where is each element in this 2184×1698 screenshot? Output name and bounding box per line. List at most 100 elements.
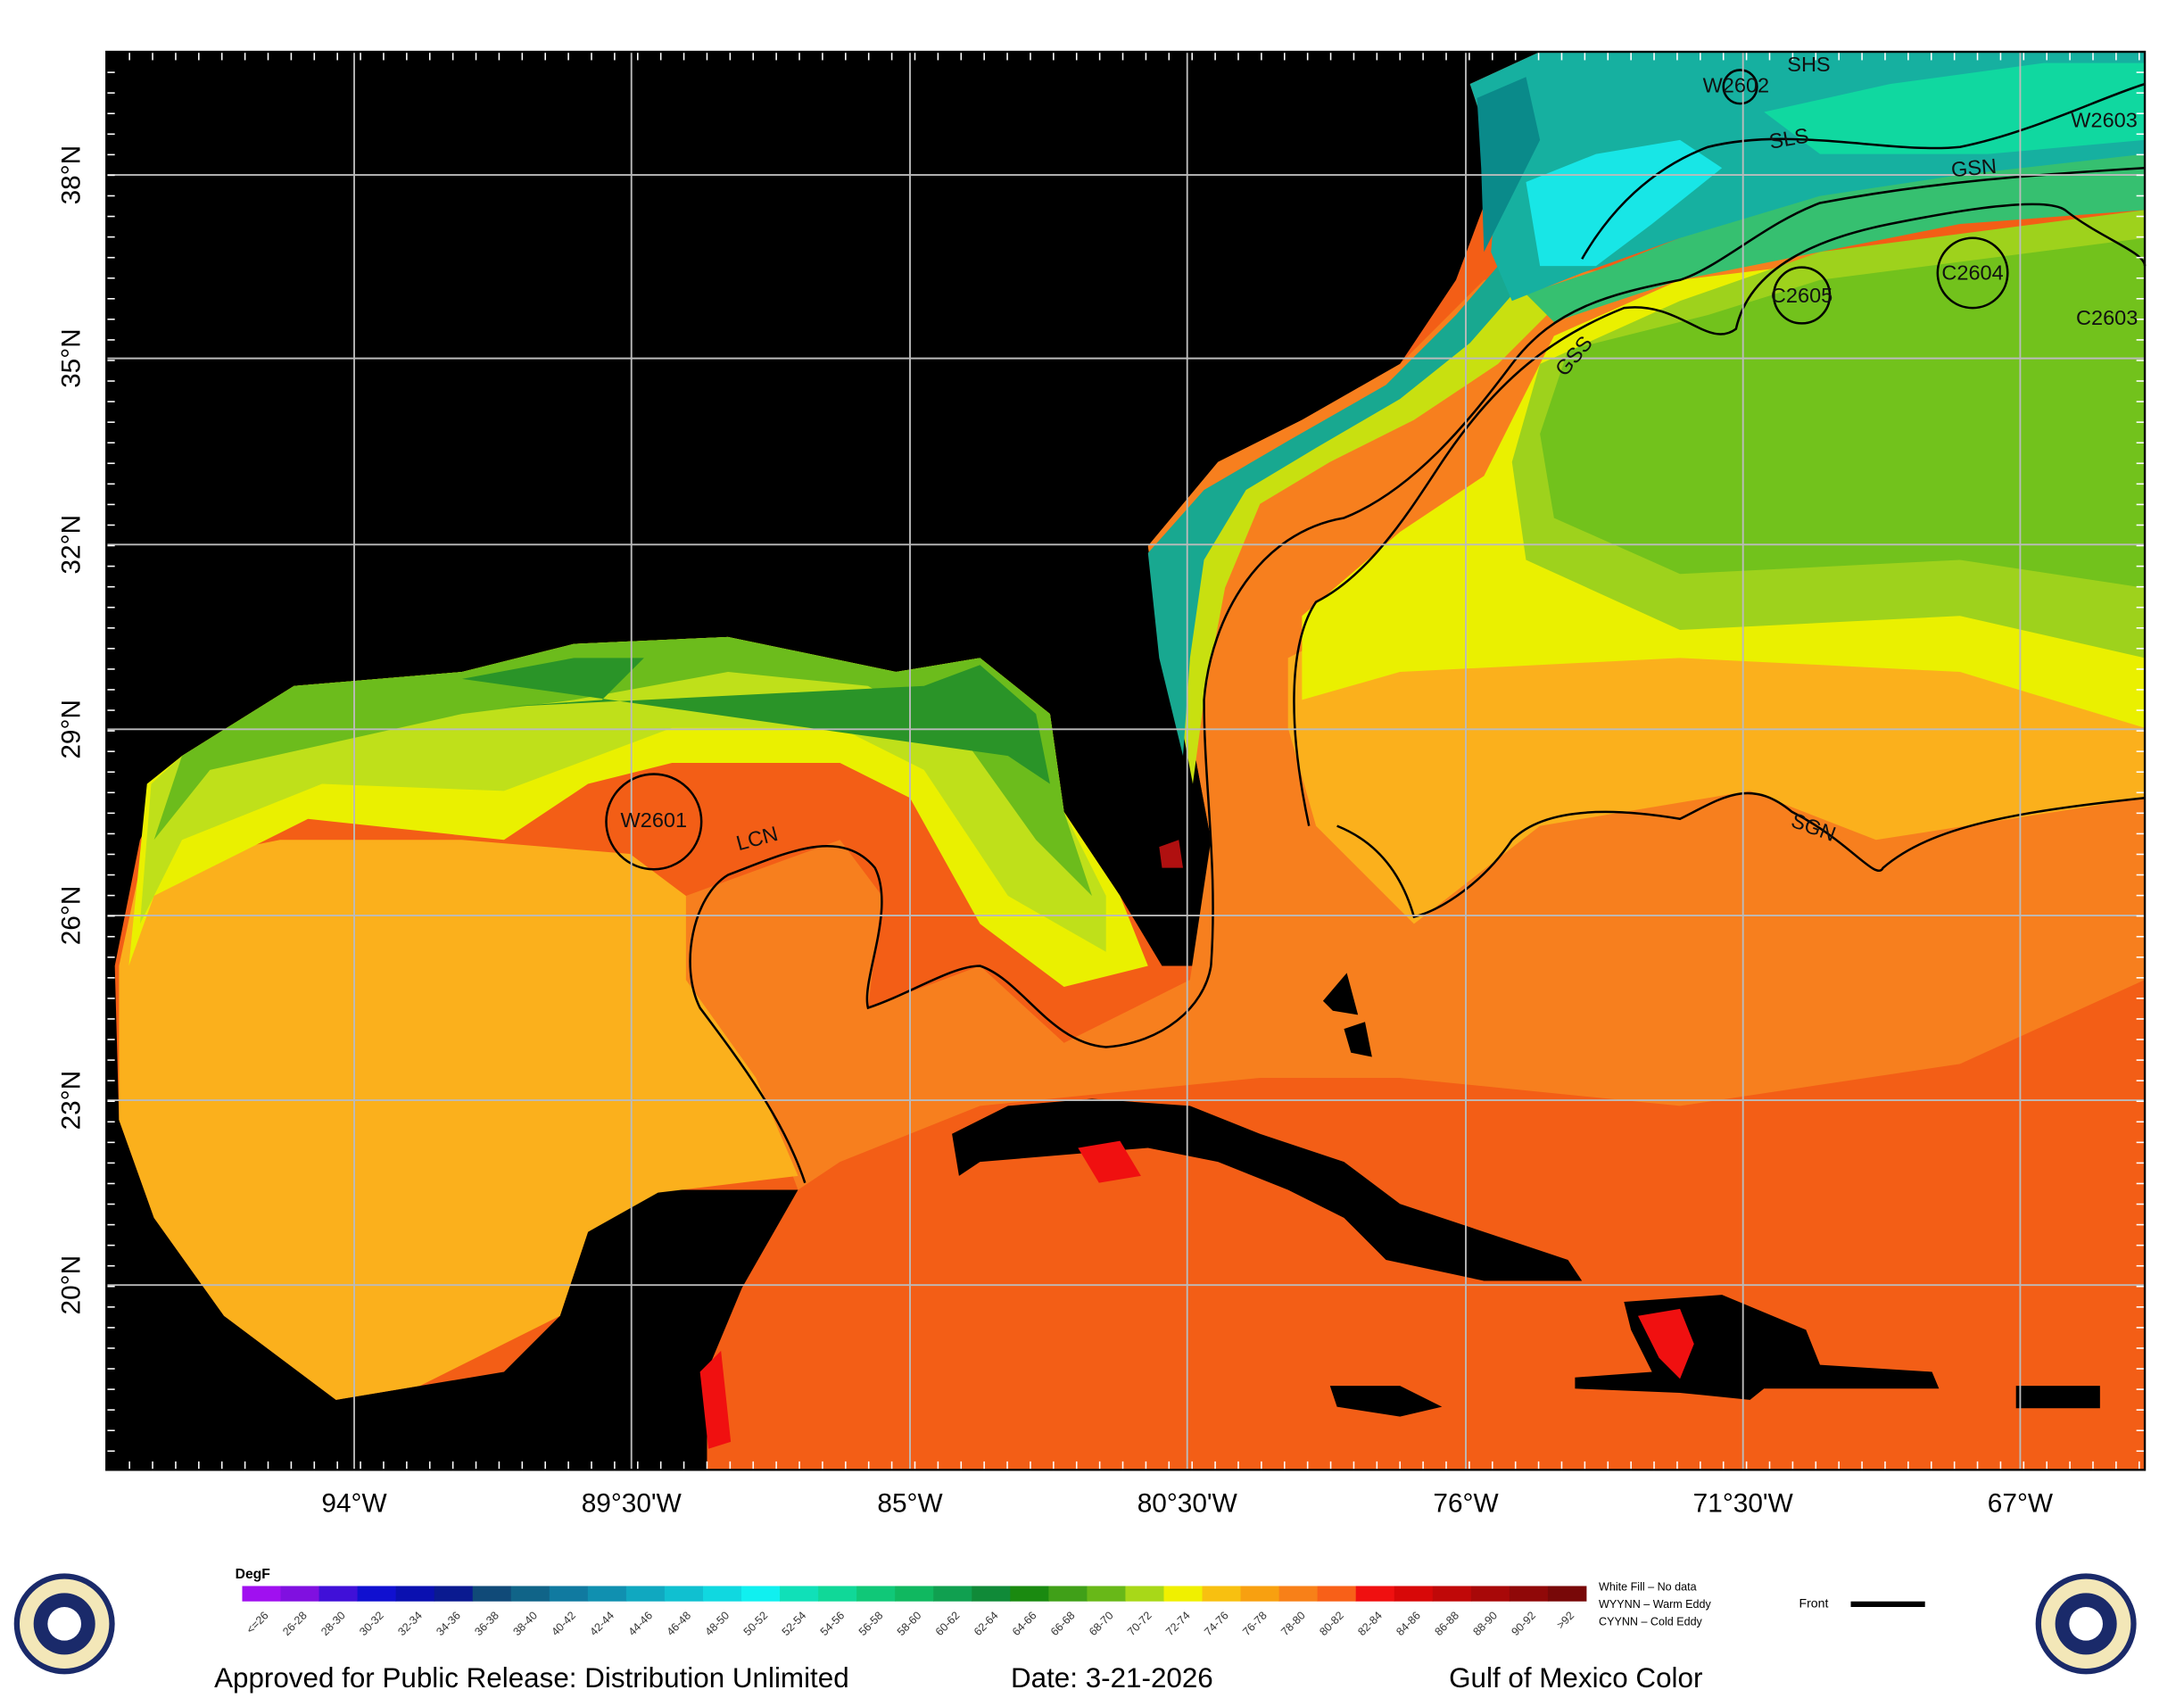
legend-label: 46-48: [665, 1609, 694, 1638]
logo-left: [13, 1573, 115, 1675]
lat-label: 29°N: [56, 700, 86, 759]
legend-label: 30-32: [357, 1609, 386, 1638]
legend-note: White Fill – No data: [1599, 1580, 1697, 1593]
legend-swatch: [1509, 1586, 1549, 1602]
legend-label: 56-58: [856, 1609, 886, 1638]
legend-label: 84-86: [1394, 1609, 1423, 1638]
ocean-north-green: [1526, 139, 2146, 322]
ocean-gulf-green: [153, 636, 1093, 897]
release-note: Approved for Public Release: Distributio…: [214, 1662, 849, 1694]
front-gulf-stream: [1203, 167, 2146, 966]
ocean-gulf-west: [119, 840, 798, 1400]
legend-label: 38-40: [510, 1609, 540, 1638]
feature-label: GSN: [1950, 154, 1998, 181]
legend-swatch: [1547, 1586, 1587, 1602]
legend-swatch: [1432, 1586, 1472, 1602]
eddy-w2602: [1722, 69, 1758, 105]
legend-label: 76-78: [1240, 1609, 1270, 1638]
eddy-w2601: [605, 773, 703, 871]
legend-swatch: [1163, 1586, 1203, 1602]
yucatan-warm: [699, 1350, 732, 1449]
lon-label: 76°W: [1433, 1488, 1499, 1518]
legend-swatch: [780, 1586, 819, 1602]
lat-label: 20°N: [56, 1255, 86, 1315]
legend-swatch: [1278, 1586, 1319, 1602]
legend-swatch: [280, 1586, 320, 1602]
legend-label: 26-28: [280, 1609, 310, 1638]
lon-label: 67°W: [1988, 1488, 2054, 1518]
lon-label: 85°W: [877, 1488, 943, 1518]
legend-swatch: [395, 1586, 435, 1602]
legend-swatch: [702, 1586, 742, 1602]
legend-note: CYYNN – Cold Eddy: [1599, 1616, 1702, 1628]
lat-label: 23°N: [56, 1071, 86, 1131]
legend-label: 66-68: [1048, 1609, 1078, 1638]
legend-label: 62-64: [972, 1609, 1001, 1638]
legend-label: 74-76: [1202, 1609, 1231, 1638]
legend-label: 52-54: [780, 1609, 809, 1638]
legend-label: 80-82: [1317, 1609, 1346, 1638]
legend-label: 48-50: [703, 1609, 732, 1638]
lon-label: 71°30'W: [1693, 1488, 1794, 1518]
legend-swatch: [664, 1586, 704, 1602]
legend-swatch: [1202, 1586, 1242, 1602]
legend-swatch: [242, 1586, 281, 1602]
legend-label: 34-36: [434, 1609, 463, 1638]
legend-swatch: [895, 1586, 934, 1602]
legend-unit: DegF: [236, 1567, 271, 1582]
feature-label: W2602: [1703, 73, 1770, 96]
ocean-north-darkteal: [1477, 77, 1541, 253]
legend-label: 58-60: [895, 1609, 924, 1638]
legend-swatch: [741, 1586, 781, 1602]
ocean-north-seagreen: [1764, 62, 2146, 154]
feature-label: W2601: [621, 808, 688, 832]
legend-label: >92: [1554, 1609, 1576, 1631]
ocean-shelf-yellowgreen: [1162, 279, 1554, 784]
front-ssn: [1581, 82, 2146, 260]
legend-label: 78-80: [1278, 1609, 1308, 1638]
front-label: Front: [1799, 1596, 1828, 1611]
legend-swatch: [318, 1586, 359, 1602]
legend-label: 28-30: [318, 1609, 348, 1638]
front-north-wall: [1293, 203, 2147, 826]
ocean-gulf-darkgreen: [461, 658, 1050, 784]
legend: DegF Front <=26 26-28 28-30 30-32 32-34 34-36…: [236, 1567, 1925, 1638]
product-title: Gulf of Mexico Color: [1449, 1662, 1702, 1694]
legend-label: 88-90: [1470, 1609, 1500, 1638]
legend-label: 60-62: [933, 1609, 963, 1638]
feature-label: W2603: [2071, 109, 2138, 132]
lat-label: 38°N: [56, 145, 86, 205]
ocean-shelf-teal: [1147, 266, 1519, 757]
legend-label: 64-66: [1010, 1609, 1039, 1638]
legend-label: 90-92: [1510, 1609, 1539, 1638]
legend-label: 70-72: [1125, 1609, 1154, 1638]
jamaica: [1329, 1386, 1443, 1417]
lat-label: 26°N: [56, 886, 86, 946]
legend-swatch: [1240, 1586, 1280, 1602]
legend-swatch: [472, 1586, 512, 1602]
legend-label: 68-70: [1087, 1609, 1116, 1638]
lon-label: 89°30'W: [582, 1488, 682, 1518]
legend-swatch: [1317, 1586, 1357, 1602]
hispaniola-warm: [1638, 1308, 1694, 1379]
legend-swatch: [357, 1586, 397, 1602]
feature-label: SHS: [1787, 53, 1830, 76]
map-area: 94°W 89°30'W 85°W 80°30'W 76°W 71°30'W 67°W 38°…: [56, 50, 2147, 1518]
lon-label: 80°30'W: [1138, 1488, 1238, 1518]
map-frame: [105, 50, 2147, 1471]
bahamas: [1322, 973, 1359, 1015]
logo-right: [2035, 1573, 2137, 1675]
legend-swatch: [434, 1586, 474, 1602]
legend-swatch: [933, 1586, 972, 1602]
legend-swatch: [587, 1586, 627, 1602]
legend-label: 42-44: [588, 1609, 617, 1638]
legend-label: 82-84: [1355, 1609, 1385, 1638]
legend-swatch: [1048, 1586, 1088, 1602]
cuba-warm: [1078, 1140, 1141, 1183]
legend-label: 36-38: [472, 1609, 501, 1638]
legend-label: 72-74: [1163, 1609, 1193, 1638]
legend-swatch: [1087, 1586, 1126, 1602]
date: Date: 3-21-2026: [1011, 1662, 1213, 1694]
legend-swatch: [549, 1586, 589, 1602]
legend-swatch: [510, 1586, 550, 1602]
